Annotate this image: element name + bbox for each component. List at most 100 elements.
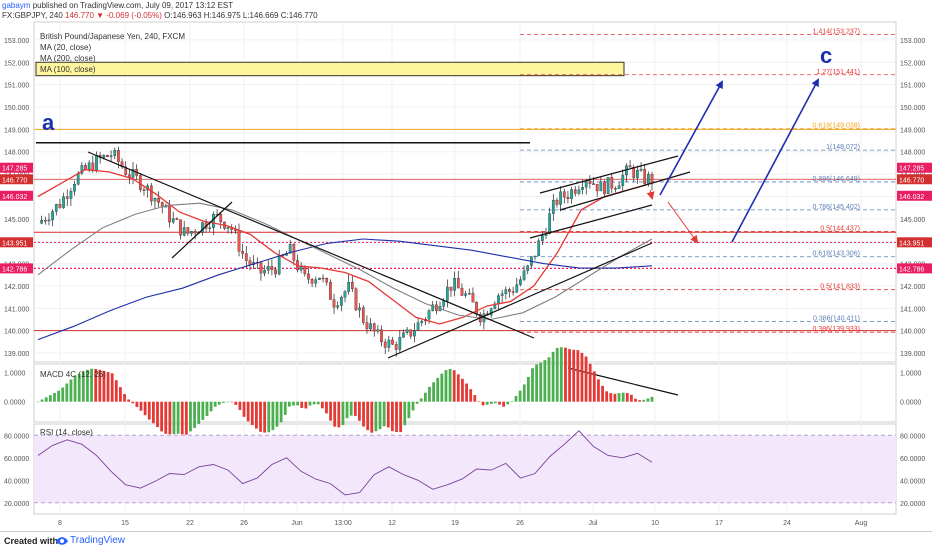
price-label-text-left: 147.285 (2, 166, 27, 173)
candle-body (464, 293, 467, 296)
candle-body (372, 323, 376, 332)
candle-body (566, 197, 570, 199)
annotation-c[interactable]: c (820, 43, 832, 68)
candle-body (131, 169, 135, 178)
rsi-y-tick-right: 20.0000 (900, 501, 925, 508)
macd-bar (625, 392, 629, 402)
candle-body (617, 185, 621, 189)
resistance-zone[interactable] (35, 61, 625, 77)
candle-body (186, 227, 190, 234)
candle-body (226, 227, 230, 229)
macd-bar (213, 401, 217, 407)
y-tick-left: 151.000 (4, 83, 29, 90)
red-arrow-small (646, 189, 655, 200)
macd-bar (555, 347, 559, 402)
candle-body (266, 265, 270, 271)
macd-bar (522, 384, 526, 402)
candle-body (588, 180, 592, 184)
legend-ma200[interactable]: MA (200, close) (40, 54, 96, 63)
macd-bar (419, 398, 423, 402)
price-label-text-right: 146.770 (899, 177, 924, 184)
macd-bar (572, 349, 576, 402)
trend-drawings[interactable] (87, 78, 819, 396)
y-tick-right: 140.000 (900, 329, 925, 336)
rsi-y-tick-left: 40.0000 (4, 478, 29, 485)
macd-bar (40, 399, 44, 402)
rsi-y-tick-right: 80.0000 (900, 433, 925, 440)
macd-bar (613, 393, 617, 402)
macd-bar (432, 382, 435, 402)
candle-body (420, 320, 424, 323)
macd-bar (333, 401, 337, 427)
candle-body (504, 289, 508, 295)
candle-body (234, 229, 237, 231)
x-tick-label: Jul (589, 520, 598, 527)
candle-body (117, 150, 120, 162)
y-tick-right: 141.000 (900, 306, 925, 313)
macd-bar (506, 401, 510, 405)
macd-bar (609, 393, 613, 402)
candle-body (595, 183, 599, 192)
x-tick-label: 19 (451, 520, 459, 527)
macd-bar (279, 401, 283, 423)
candle-body (69, 191, 73, 199)
price-label-text-left: 146.770 (2, 177, 27, 184)
candle-body (106, 155, 109, 157)
fib-levels: 1.414(153.237) 1.27(151.441) 0.618(149.038… (520, 29, 896, 333)
macd-bar (403, 401, 407, 426)
candle-body (179, 219, 182, 236)
macd-bar (584, 356, 588, 402)
macd-bar (502, 401, 506, 407)
macd-legend[interactable]: MACD 4C (12, 26) (40, 370, 106, 379)
candle-body (314, 279, 318, 284)
fib-label: 0.5(141.833) (820, 284, 860, 291)
candle-body (387, 339, 391, 348)
candle-body (413, 330, 416, 337)
macd-bar (271, 401, 275, 431)
macd-bar (395, 401, 398, 433)
created-with-label: Created with (4, 536, 59, 546)
author-name[interactable]: gabaym (2, 1, 31, 10)
macd-bar (370, 401, 374, 433)
downtrend-line (87, 151, 535, 339)
macd-bar (345, 401, 349, 419)
candle-body (391, 339, 394, 345)
x-tick-label: 8 (58, 520, 62, 527)
y-tick-right: 149.000 (900, 127, 925, 134)
rsi-legend[interactable]: RSI (14, close) (40, 428, 93, 437)
macd-bar (576, 350, 580, 402)
macd-bar (353, 401, 357, 416)
macd-bar (374, 401, 378, 432)
blue-arrow-up-right (731, 78, 819, 243)
red-arrow-down (667, 201, 699, 244)
legend-ma100[interactable]: MA (100, close) (40, 65, 96, 74)
candle-body (643, 168, 647, 184)
candle-body (398, 337, 402, 350)
candle-body (559, 191, 562, 205)
axes: 139.000 139.000 140.000 140.000 141.000 141.0… (0, 38, 932, 527)
x-tick-label: 24 (783, 520, 791, 527)
macd-bar (592, 371, 596, 402)
tradingview-brand[interactable]: TradingView (70, 535, 126, 546)
macd-bar (325, 401, 328, 414)
macd-bar (485, 401, 489, 405)
candle-body (277, 254, 281, 275)
symbol-line: FX:GBPJPY, 240 146.770 ▼ -0.069 (-0.05%)… (2, 11, 318, 21)
macd-bar (543, 360, 547, 402)
macd-bar (201, 401, 205, 420)
candle-body (91, 162, 95, 171)
candle-body (380, 329, 383, 343)
y-tick-right: 148.000 (900, 150, 925, 157)
macd-bar (193, 401, 196, 428)
macd-bar (358, 401, 361, 421)
legend-ma20[interactable]: MA (20, close) (40, 43, 91, 52)
macd-bar (444, 370, 448, 402)
macd-bar (259, 401, 262, 432)
macd-bar (456, 374, 460, 402)
price-label-box-left (0, 174, 33, 185)
price-chart[interactable]: 1.414(153.237) 1.27(151.441) 0.618(149.038… (0, 0, 932, 531)
annotation-a[interactable]: a (42, 110, 55, 135)
macd-bar (580, 352, 584, 402)
macd-bar (205, 401, 209, 416)
candle-body (149, 185, 153, 202)
